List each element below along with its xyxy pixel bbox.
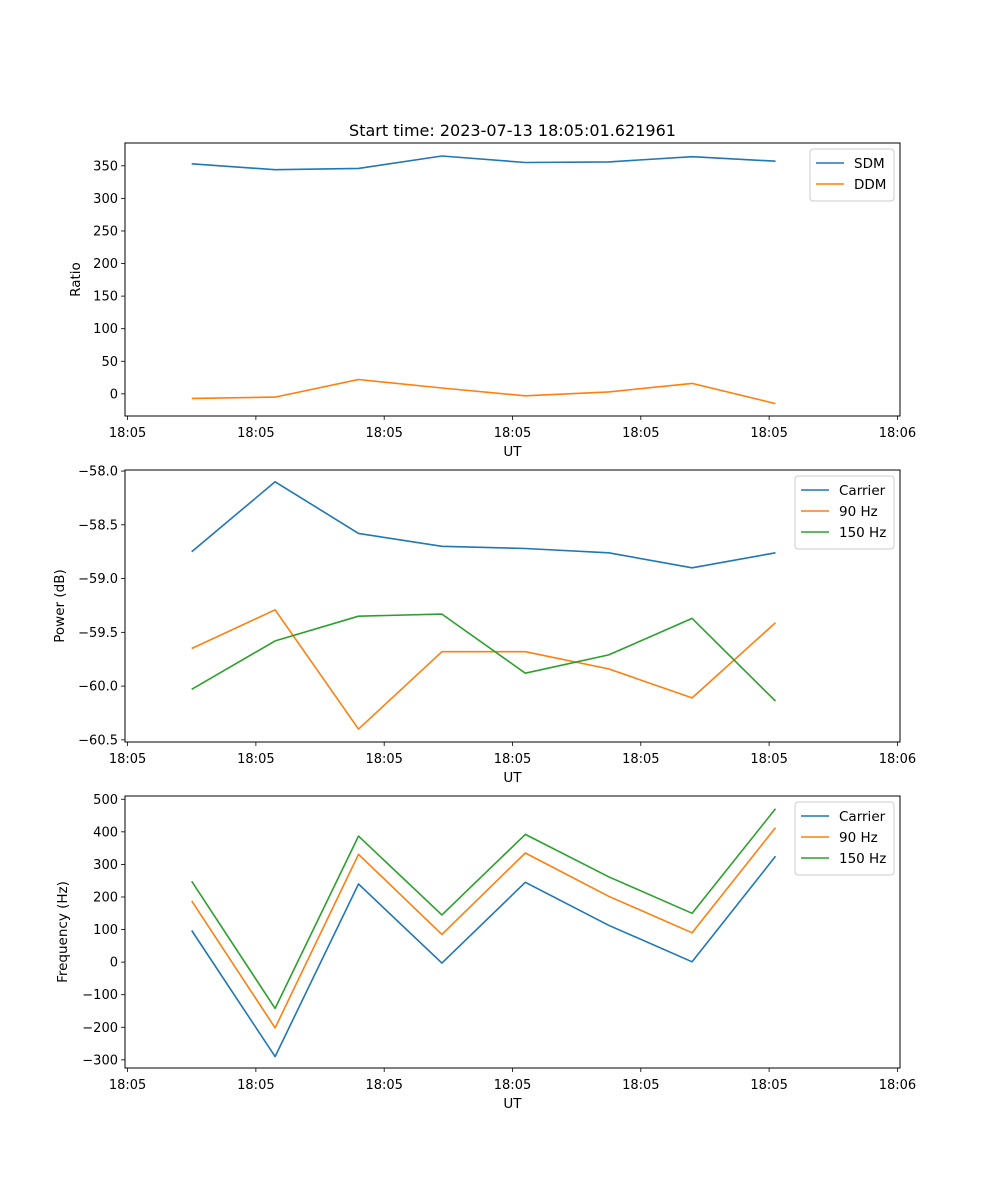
x-tick-label: 18:05 (109, 752, 146, 767)
series-line-150-hz (191, 808, 777, 1010)
legend: SDM DDM (809, 148, 895, 202)
y-axis-label: Power (dB) (52, 569, 68, 642)
legend-label: SDM (854, 156, 885, 172)
y-axis-label: Frequency (Hz) (55, 881, 71, 983)
x-tick-label: 18:05 (750, 1078, 787, 1093)
y-tick-label: −58.0 (78, 465, 118, 480)
y-tick-label: −60.5 (78, 733, 118, 748)
y-tick-label: 100 (93, 322, 118, 337)
x-tick-label: 18:05 (622, 426, 659, 441)
series-line-90-hz (191, 608, 777, 730)
y-tick-label: 400 (93, 825, 118, 840)
subplot-3: 18:05 18:05 18:05 18:05 18:05 18:05 18:06 −300 −… (55, 793, 916, 1112)
x-tick-label: 18:05 (365, 1078, 402, 1093)
series-line-sdm (191, 155, 776, 171)
y-tick-label: 100 (93, 923, 118, 938)
legend-label: 90 Hz (839, 504, 878, 520)
y-tick-label: 0 (110, 387, 118, 402)
series-line-90-hz (191, 827, 777, 1029)
x-tick-label: 18:05 (494, 426, 531, 441)
x-tick-label: 18:05 (622, 752, 659, 767)
x-tick-label: 18:05 (365, 752, 402, 767)
legend-box (809, 148, 895, 202)
series-line-ddm (191, 378, 776, 405)
y-axis-label: Ratio (68, 262, 84, 297)
axes-frame (124, 795, 901, 1069)
x-axis-label: UT (503, 770, 522, 786)
x-tick-label: 18:05 (750, 426, 787, 441)
y-tick-label: 50 (101, 355, 118, 370)
y-tick-label: 0 (110, 956, 118, 971)
x-tick-label: 18:05 (237, 752, 274, 767)
y-tick-label: 300 (93, 192, 118, 207)
y-tick-label: −300 (82, 1053, 118, 1068)
y-tick-label: −200 (82, 1021, 118, 1036)
y-tick-label: 200 (93, 257, 118, 272)
x-tick-label: 18:05 (109, 1078, 146, 1093)
x-tick-label: 18:05 (365, 426, 402, 441)
y-tick-label: −59.0 (78, 572, 118, 587)
legend: Carrier 90 Hz 150 Hz (794, 801, 895, 876)
figure-title: Start time: 2023-07-13 18:05:01.621961 (349, 121, 676, 140)
series-line-carrier (191, 480, 776, 569)
series-line-150-hz (191, 613, 777, 702)
x-tick-label: 18:05 (494, 1078, 531, 1093)
y-tick-label: −60.0 (78, 680, 118, 695)
y-tick-label: 500 (93, 793, 118, 808)
y-tick-label: 200 (93, 890, 118, 905)
x-tick-label: 18:05 (237, 1078, 274, 1093)
legend-label: 90 Hz (839, 830, 878, 846)
y-tick-label: 250 (93, 224, 118, 239)
x-tick-label: 18:05 (750, 752, 787, 767)
y-tick-label: 350 (93, 159, 118, 174)
legend-box (794, 801, 895, 876)
series-line-carrier (191, 855, 777, 1058)
x-axis-label: UT (503, 444, 522, 460)
subplot-2: 18:05 18:05 18:05 18:05 18:05 18:05 18:06 −60.5… (52, 465, 916, 786)
legend-label: 150 Hz (839, 525, 886, 541)
legend-label: Carrier (839, 483, 886, 499)
subplot-1: 18:05 18:05 18:05 18:05 18:05 18:05 18:06 0 50 10… (68, 142, 916, 460)
x-tick-label: 18:06 (879, 426, 916, 441)
x-tick-label: 18:05 (237, 426, 274, 441)
y-tick-label: −59.5 (78, 626, 118, 641)
y-tick-label: 150 (93, 290, 118, 305)
y-tick-label: −100 (82, 988, 118, 1003)
x-tick-label: 18:05 (494, 752, 531, 767)
x-tick-label: 18:06 (879, 752, 916, 767)
x-tick-label: 18:05 (622, 1078, 659, 1093)
legend-box (794, 475, 895, 550)
y-tick-label: −58.5 (78, 518, 118, 533)
x-axis-label: UT (503, 1096, 522, 1112)
x-tick-label: 18:05 (109, 426, 146, 441)
legend-label: Carrier (839, 809, 886, 825)
legend-label: 150 Hz (839, 851, 886, 867)
legend-label: DDM (854, 177, 886, 193)
axes-frame (124, 142, 901, 417)
legend: Carrier 90 Hz 150 Hz (794, 475, 895, 550)
x-tick-label: 18:06 (879, 1078, 916, 1093)
y-tick-label: 300 (93, 858, 118, 873)
